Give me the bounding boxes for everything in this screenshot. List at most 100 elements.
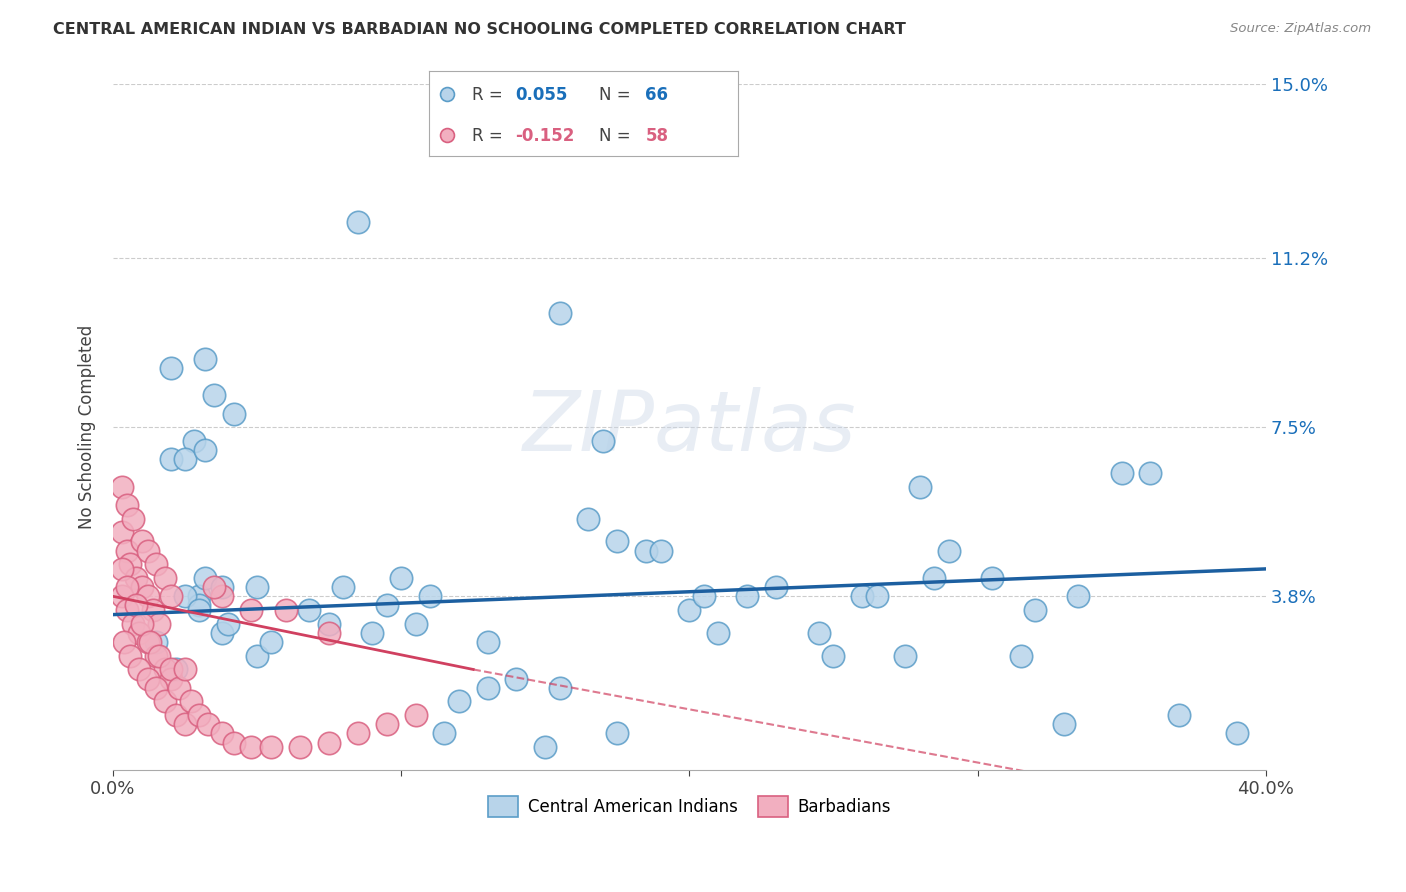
Point — [145, 648, 167, 663]
Point — [606, 534, 628, 549]
Point — [114, 635, 136, 649]
Legend: Central American Indians, Barbadians: Central American Indians, Barbadians — [481, 789, 897, 823]
Point — [375, 599, 398, 613]
Point — [211, 580, 233, 594]
Point — [159, 590, 181, 604]
Text: 0.055: 0.055 — [516, 87, 568, 104]
Point — [866, 590, 889, 604]
Point — [145, 681, 167, 695]
Point — [145, 635, 167, 649]
Point — [128, 626, 150, 640]
Point — [808, 626, 831, 640]
Point — [318, 735, 340, 749]
Point — [174, 717, 197, 731]
Point — [361, 626, 384, 640]
Point — [447, 694, 470, 708]
Point — [477, 681, 499, 695]
Point — [110, 480, 132, 494]
Point — [318, 616, 340, 631]
Point — [650, 543, 672, 558]
Point — [246, 580, 269, 594]
Point — [174, 590, 197, 604]
Point — [405, 708, 427, 723]
Point — [128, 663, 150, 677]
Point — [894, 648, 917, 663]
Point — [606, 726, 628, 740]
Point — [120, 648, 142, 663]
Point — [165, 663, 187, 677]
Point — [1024, 603, 1046, 617]
Point — [505, 672, 527, 686]
Text: Source: ZipAtlas.com: Source: ZipAtlas.com — [1230, 22, 1371, 36]
Text: ZIPatlas: ZIPatlas — [523, 387, 856, 467]
Point — [260, 635, 283, 649]
Point — [194, 443, 217, 458]
Text: N =: N = — [599, 127, 636, 145]
Point — [194, 571, 217, 585]
Point — [332, 580, 354, 594]
Point — [436, 87, 458, 102]
Point — [211, 726, 233, 740]
Point — [159, 360, 181, 375]
Point — [222, 407, 245, 421]
Point — [1139, 466, 1161, 480]
Point — [188, 603, 211, 617]
Point — [180, 694, 202, 708]
Point — [117, 603, 139, 617]
Point — [167, 681, 190, 695]
Point — [477, 635, 499, 649]
Point — [136, 635, 159, 649]
Text: CENTRAL AMERICAN INDIAN VS BARBADIAN NO SCHOOLING COMPLETED CORRELATION CHART: CENTRAL AMERICAN INDIAN VS BARBADIAN NO … — [53, 22, 907, 37]
Point — [707, 626, 730, 640]
Point — [153, 571, 176, 585]
Point — [274, 603, 297, 617]
Point — [159, 672, 181, 686]
Point — [735, 590, 758, 604]
Point — [194, 351, 217, 366]
Point — [142, 603, 165, 617]
Point — [636, 543, 658, 558]
Point — [211, 590, 233, 604]
Point — [318, 626, 340, 640]
Text: 58: 58 — [645, 127, 668, 145]
Point — [1168, 708, 1191, 723]
Point — [165, 708, 187, 723]
Text: R =: R = — [472, 127, 508, 145]
Y-axis label: No Schooling Completed: No Schooling Completed — [79, 325, 96, 529]
Point — [110, 590, 132, 604]
Point — [131, 616, 153, 631]
Point — [110, 525, 132, 540]
Text: 66: 66 — [645, 87, 668, 104]
Point — [131, 580, 153, 594]
Point — [290, 740, 312, 755]
Point — [217, 616, 239, 631]
Point — [405, 616, 427, 631]
Point — [1053, 717, 1076, 731]
Point — [419, 590, 441, 604]
Point — [534, 740, 557, 755]
Point — [548, 306, 571, 320]
Point — [153, 694, 176, 708]
Point — [120, 558, 142, 572]
Point — [122, 616, 145, 631]
Point — [145, 558, 167, 572]
Point — [298, 603, 321, 617]
Point — [110, 562, 132, 576]
Point — [125, 599, 148, 613]
Point — [592, 434, 614, 448]
Point — [240, 603, 263, 617]
Point — [197, 717, 219, 731]
Point — [125, 571, 148, 585]
Point — [148, 616, 170, 631]
Point — [148, 648, 170, 663]
Point — [122, 511, 145, 525]
Point — [139, 635, 162, 649]
Text: N =: N = — [599, 87, 636, 104]
Point — [183, 434, 205, 448]
Point — [1010, 648, 1032, 663]
Point — [924, 571, 946, 585]
Point — [693, 590, 716, 604]
Point — [375, 717, 398, 731]
Point — [260, 740, 283, 755]
Point — [174, 663, 197, 677]
